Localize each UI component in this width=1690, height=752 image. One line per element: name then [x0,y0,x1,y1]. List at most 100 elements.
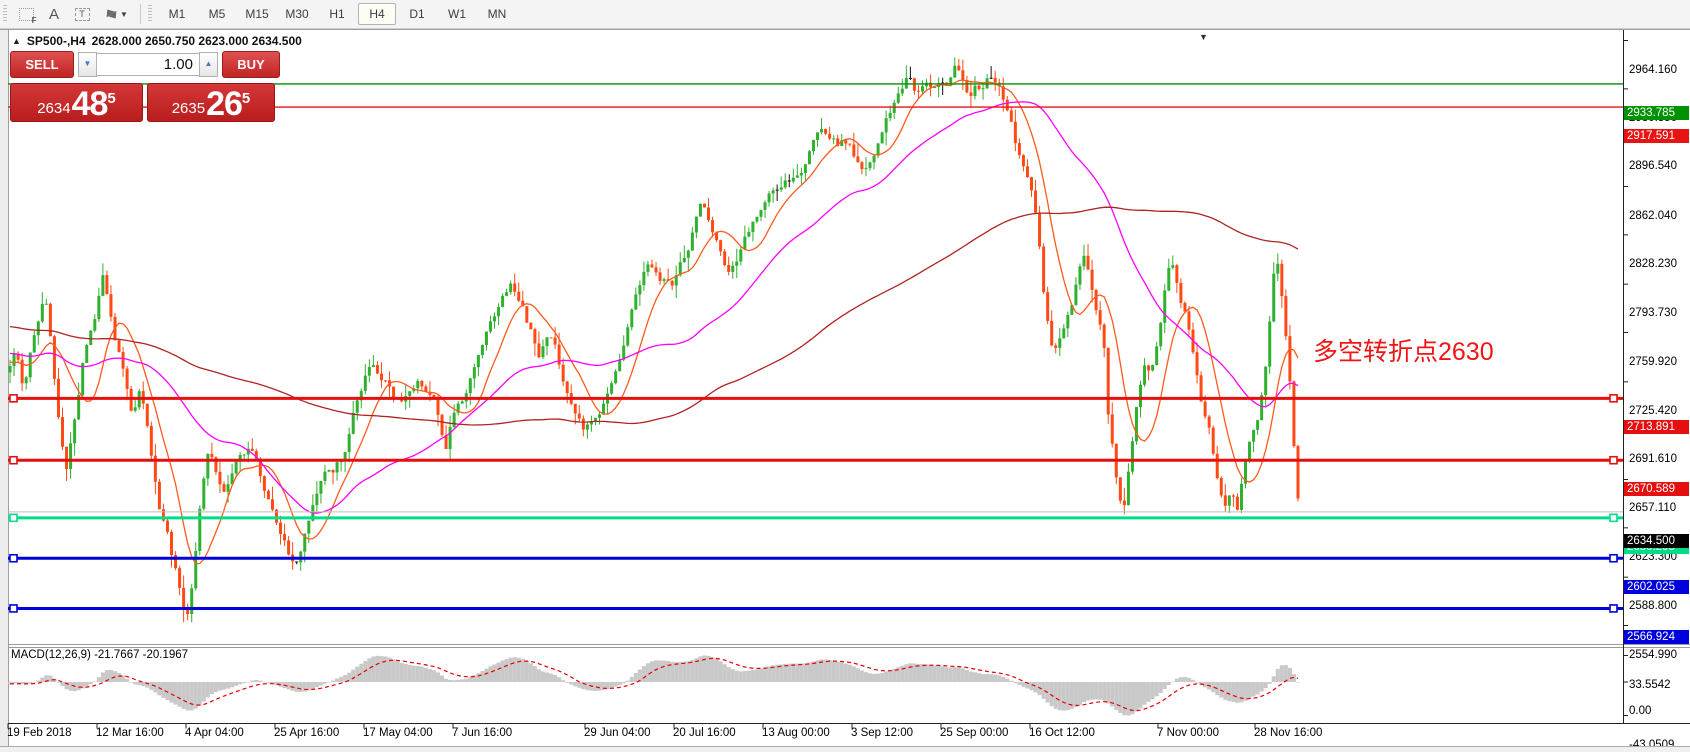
candle-body [291,554,295,562]
line-drag-handle[interactable] [9,455,18,465]
candle-body [1296,446,1300,499]
candle-body [428,391,432,395]
macd-histogram-bar [448,680,453,682]
candle-body [557,344,561,365]
timeframe-toolbar-grip[interactable] [148,5,152,23]
candle-body [1098,310,1102,325]
macd-histogram-bar [1166,682,1171,686]
candle-body [1211,427,1215,454]
sell-button[interactable]: SELL [10,51,74,78]
toolbar-grip[interactable] [3,5,7,23]
macd-histogram-bar [1086,682,1091,701]
indicator-grid-icon[interactable]: F [12,2,40,26]
candle-body [274,509,278,523]
timeframe-button-w1[interactable]: W1 [448,7,466,21]
macd-histogram-bar [205,682,210,698]
timeframe-button-h1[interactable]: H1 [329,7,345,21]
bid-price-tile[interactable]: 2634 48 5 [10,83,143,122]
volume-decrease-button[interactable]: ▼ [78,52,97,77]
macd-histogram-bar [553,674,558,682]
candle-body [791,177,795,182]
candle-body [1252,429,1256,442]
candle-body [262,476,266,491]
candle-body [1054,345,1058,348]
volume-increase-button[interactable]: ▲ [199,52,218,77]
candle-body [912,78,916,91]
macd-histogram-bar [993,674,998,682]
candle-body [161,509,165,521]
macd-histogram-bar [108,669,113,682]
candle-body [908,77,912,79]
candle-body [920,86,924,92]
candle-body [929,82,933,88]
line-drag-handle[interactable] [1609,513,1618,523]
volume-input[interactable] [97,53,199,76]
macd-histogram-bar [383,656,388,682]
candle-body [1009,110,1013,122]
timeframe-button-m1[interactable]: M1 [168,7,186,21]
line-drag-handle[interactable] [9,513,18,523]
text-label-tool[interactable]: A [40,2,68,26]
macd-histogram-bar [1025,682,1030,689]
macd-histogram-bar [625,680,630,682]
candle-body [339,460,343,463]
line-drag-handle[interactable] [9,604,18,613]
ask-price-tile[interactable]: 2635 26 5 [147,83,275,122]
macd-histogram-bar [823,659,828,682]
candle-body [238,454,242,462]
ask-big-digits: 26 [206,85,243,123]
candle-body [836,138,840,147]
chart-annotation[interactable]: 多空转折点2630 [1313,338,1494,366]
macd-histogram-bar [1267,682,1272,684]
line-drag-handle[interactable] [1609,455,1618,465]
timeframe-button-m30[interactable]: M30 [285,7,309,21]
price-level-label: 2566.924 [1624,630,1689,645]
ask-pip-digit: 5 [241,90,251,107]
line-drag-handle[interactable] [1609,553,1618,563]
candle-body [807,151,811,165]
arrows-tool[interactable]: ▼ [96,2,136,26]
macd-scale-label: 33.5542 [1629,678,1671,691]
timeframe-button-h4[interactable]: H4 [358,3,396,25]
ask-prefix: 2635 [171,100,206,117]
candle-body [137,391,141,408]
macd-histogram-bar [129,682,134,683]
line-drag-handle[interactable] [1609,604,1618,613]
buy-button[interactable]: BUY [222,51,280,78]
candle-body [1062,328,1066,339]
candle-body [1256,420,1260,430]
textbox-tool[interactable]: T [68,2,96,26]
line-drag-handle[interactable] [9,553,18,563]
pane-collapse-icon[interactable]: ▲ [12,36,21,46]
macd-histogram-bar [1178,677,1183,682]
macd-histogram-bar [767,666,772,682]
timeframe-button-mn[interactable]: MN [487,7,507,21]
candle-body [569,393,573,404]
macd-histogram-bar [960,668,965,682]
macd-histogram-bar [314,682,319,688]
candle-body [622,345,626,360]
line-drag-handle[interactable] [9,394,18,403]
macd-histogram-bar [730,669,735,682]
macd-histogram-bar [1106,682,1111,704]
candle-body [1276,263,1280,274]
macd-histogram-bar [32,682,37,683]
macd-histogram-bar [1090,682,1095,700]
macd-histogram-bar [242,682,247,684]
candle-body [884,118,888,133]
timeframe-button-m15[interactable]: M15 [245,7,269,21]
chart-shift-marker[interactable]: ▼ [1199,32,1208,42]
macd-histogram-bar [318,682,323,686]
macd-histogram-bar [1174,678,1179,682]
line-drag-handle[interactable] [1609,394,1618,403]
macd-histogram-bar [851,666,856,682]
timeframe-button-d1[interactable]: D1 [409,7,425,21]
macd-histogram-bar [68,682,73,691]
candle-body [464,393,468,402]
timeframe-button-m5[interactable]: M5 [208,7,226,21]
macd-histogram-bar [1110,682,1115,707]
macd-histogram-bar [985,674,990,682]
macd-histogram-bar [763,667,768,682]
macd-histogram-bar [1049,682,1054,707]
macd-histogram-bar [928,664,933,682]
